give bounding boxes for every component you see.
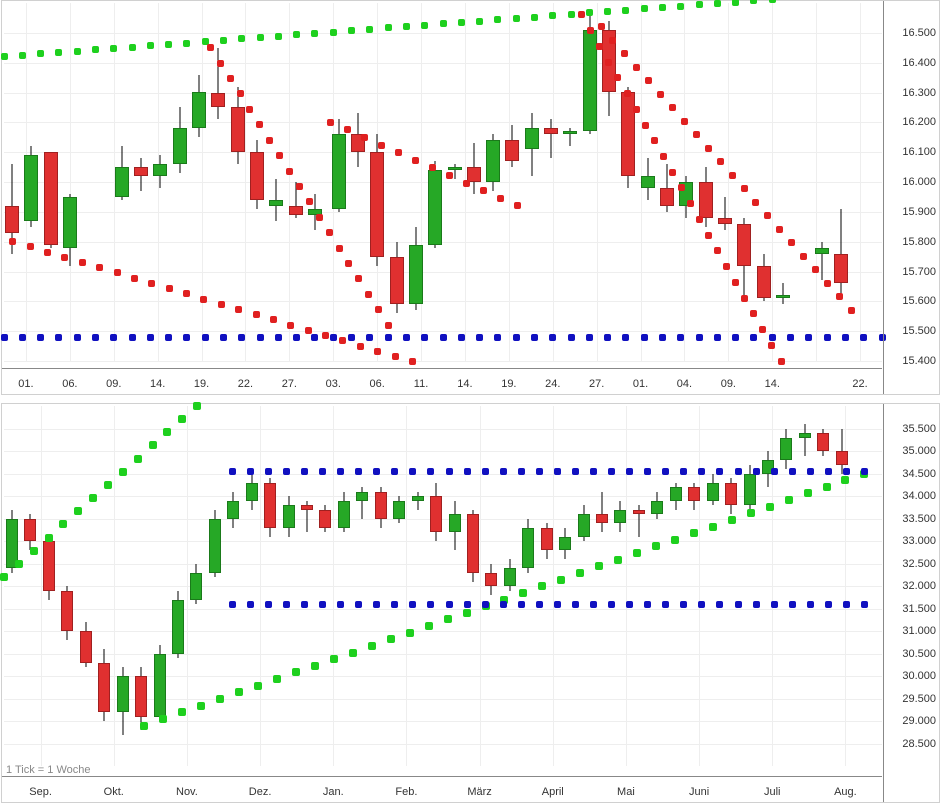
- candle: [264, 478, 276, 537]
- x-axis-2: Sep.Okt.Nov.Dez.Jan.Feb.MärzAprilMaiJuni…: [2, 776, 882, 802]
- candle: [505, 125, 519, 167]
- tick-label: 1 Tick = 1 Woche: [6, 764, 90, 776]
- candle: [269, 179, 283, 221]
- candle: [61, 586, 73, 640]
- candle: [375, 487, 387, 528]
- candle: [578, 505, 590, 541]
- candle: [338, 492, 350, 533]
- candle: [737, 218, 751, 296]
- candle: [621, 87, 635, 188]
- candle: [172, 591, 184, 659]
- candle: [390, 242, 404, 314]
- candle: [43, 537, 55, 600]
- candle: [688, 483, 700, 510]
- y-axis-2: 28.50029.00029.50030.00030.50031.00031.5…: [883, 404, 939, 802]
- candle: [190, 564, 202, 605]
- candle: [250, 140, 264, 209]
- candle: [504, 559, 516, 591]
- candle: [209, 510, 221, 578]
- candle: [815, 242, 829, 281]
- candle: [799, 424, 811, 456]
- plot-area-1: [4, 3, 882, 361]
- y-axis-1: 15.40015.50015.60015.70015.80015.90016.0…: [883, 1, 939, 394]
- candle: [817, 429, 829, 456]
- candlestick-chart-top: 15.40015.50015.60015.70015.80015.90016.0…: [1, 0, 940, 395]
- candle: [227, 492, 239, 528]
- candle: [117, 667, 129, 735]
- candle: [211, 48, 225, 120]
- candle: [153, 155, 167, 188]
- candle: [283, 496, 295, 537]
- candle: [707, 474, 719, 506]
- candle: [757, 254, 771, 302]
- candle: [486, 134, 500, 191]
- candle: [430, 483, 442, 542]
- candle: [135, 667, 147, 730]
- candle: [44, 152, 58, 247]
- candle: [836, 429, 848, 474]
- candle: [154, 645, 166, 722]
- candle: [633, 505, 645, 537]
- candle: [370, 134, 384, 265]
- candle: [301, 501, 313, 533]
- candle: [522, 519, 534, 573]
- plot-area-2: [4, 406, 882, 766]
- candle: [651, 492, 663, 519]
- candle: [332, 119, 346, 211]
- candle: [412, 492, 424, 510]
- candle: [670, 483, 682, 510]
- candle: [356, 487, 368, 519]
- candle: [525, 113, 539, 176]
- candle: [679, 176, 693, 218]
- candle: [467, 510, 479, 582]
- candle: [409, 227, 423, 311]
- candle: [24, 514, 36, 550]
- candle: [173, 107, 187, 173]
- candle: [192, 75, 206, 138]
- candle: [718, 197, 732, 230]
- candle: [449, 501, 461, 551]
- candle: [780, 429, 792, 470]
- candle: [725, 478, 737, 514]
- candle: [80, 622, 92, 667]
- candle: [641, 158, 655, 200]
- candle: [596, 492, 608, 533]
- candle: [393, 496, 405, 523]
- candle: [246, 474, 258, 510]
- candle: [563, 128, 577, 146]
- candle: [24, 146, 38, 227]
- candle: [428, 161, 442, 248]
- candle: [319, 505, 331, 532]
- candle: [541, 523, 553, 559]
- candle: [485, 564, 497, 596]
- candle: [115, 146, 129, 200]
- x-axis-1: 01.06.09.14.19.22.27.03.06.11.14.19.24.2…: [2, 368, 882, 394]
- candle: [544, 119, 558, 158]
- candle: [231, 87, 245, 165]
- candlestick-chart-bottom: 28.50029.00029.50030.00030.50031.00031.5…: [1, 403, 940, 803]
- candle: [834, 209, 848, 296]
- candle: [134, 158, 148, 191]
- candle: [776, 283, 790, 304]
- candle: [602, 21, 616, 116]
- candle: [559, 528, 571, 560]
- candle: [614, 501, 626, 533]
- candle: [98, 649, 110, 721]
